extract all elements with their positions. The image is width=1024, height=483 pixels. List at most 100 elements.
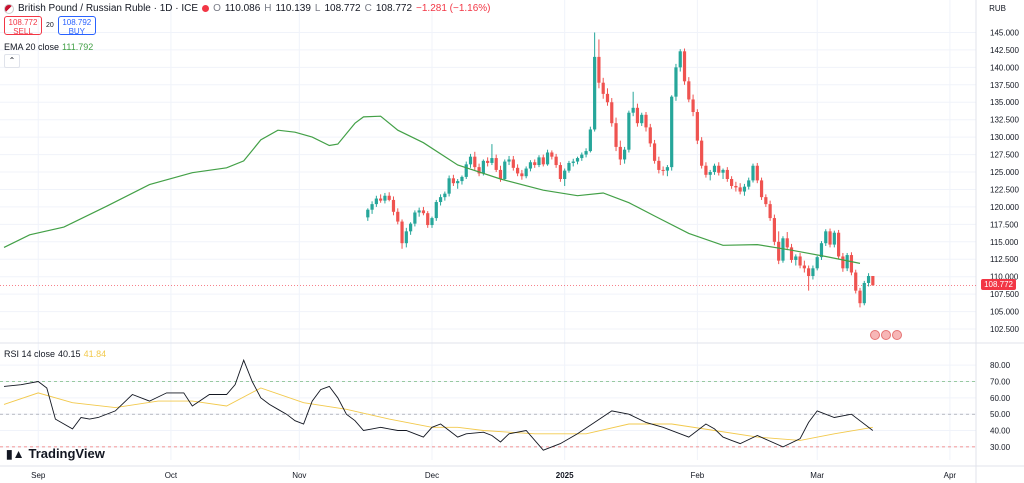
candle-body (593, 56, 597, 130)
y-tick-label: 127.500 (990, 151, 1019, 160)
y-tick-label: 102.500 (990, 325, 1019, 334)
y-tick-label: 132.500 (990, 116, 1019, 125)
candle-body (738, 187, 742, 192)
spread-value: 20 (46, 22, 54, 29)
candle-body (601, 82, 605, 94)
candle-body (785, 238, 789, 248)
candle-body (849, 255, 854, 273)
candle-body (717, 165, 721, 173)
candle-body (802, 265, 806, 269)
candle-body (815, 257, 819, 269)
candle-body (700, 140, 704, 166)
buy-button[interactable]: 108.792 BUY (57, 16, 96, 36)
candles-group (366, 32, 875, 308)
candle-body (528, 162, 533, 169)
sell-button[interactable]: 108.772 SELL (4, 16, 42, 36)
x-tick-label: 2025 (556, 471, 574, 480)
candle-body (734, 185, 738, 188)
candle-body (819, 243, 824, 258)
candle-body (811, 268, 815, 276)
candle-body (708, 172, 712, 175)
candle-body (777, 241, 781, 261)
rsi-y-tick-label: 30.00 (990, 443, 1011, 452)
open-label: O (213, 3, 221, 14)
candle-body (648, 127, 652, 144)
candle-body (537, 157, 541, 166)
y-tick-label: 107.500 (990, 290, 1019, 299)
candle-body (657, 160, 661, 170)
candle-body (558, 165, 562, 179)
candle-body (426, 213, 430, 226)
candle-body (871, 275, 875, 286)
candle-body (391, 199, 396, 212)
rsi-y-tick-label: 80.00 (990, 361, 1011, 370)
event-icon[interactable] (870, 330, 880, 340)
candle-body (511, 159, 515, 168)
collapse-chevron-up-icon[interactable]: ⌃ (4, 54, 20, 68)
candle-body (841, 256, 845, 269)
y-tick-label: 130.000 (990, 133, 1019, 142)
candle-body (524, 168, 528, 177)
candle-body (759, 180, 764, 198)
buy-price: 108.792 (62, 18, 92, 27)
trade-buttons: 108.772 SELL 20 108.792 BUY (4, 16, 96, 36)
candle-body (575, 158, 580, 162)
candle-body (652, 143, 657, 161)
candle-body (798, 256, 802, 266)
candle-body (764, 197, 768, 205)
candle-body (443, 193, 447, 198)
candle-body (730, 179, 734, 186)
candle-body (400, 221, 404, 244)
candle-body (468, 156, 473, 165)
y-tick-label: 105.000 (990, 308, 1019, 317)
rsi-ma-line (3, 387, 873, 441)
rsi-y-tick-label: 50.00 (990, 410, 1011, 419)
candle-body (627, 112, 631, 150)
y-tick-label: 117.500 (990, 220, 1019, 229)
candle-body (370, 204, 374, 210)
rsi-legend[interactable]: RSI 14 close 40.15 41.84 (4, 349, 106, 359)
candle-body (490, 158, 494, 163)
candle-body (387, 195, 391, 200)
candle-body (516, 167, 520, 174)
x-tick-label: Nov (292, 471, 306, 480)
candle-body (481, 160, 485, 174)
close-label: C (364, 3, 372, 14)
symbol-name[interactable]: British Pound / Russian Ruble · 1D · ICE (18, 3, 199, 14)
candle-body (456, 181, 460, 184)
candle-body (477, 167, 481, 174)
candle-body (605, 93, 610, 103)
candle-body (503, 161, 507, 179)
y-tick-label: 122.500 (990, 185, 1019, 194)
candle-body (567, 162, 571, 171)
symbol-header: British Pound / Russian Ruble · 1D · ICE… (4, 3, 491, 14)
candle-body (374, 198, 378, 205)
candle-body (631, 107, 635, 113)
candle-body (691, 99, 695, 113)
candle-body (614, 123, 618, 147)
rsi-line (3, 358, 874, 451)
currency-label[interactable]: RUB (989, 4, 1006, 13)
event-icon[interactable] (892, 330, 902, 340)
close-value: 108.772 (375, 3, 413, 14)
event-icon[interactable] (881, 330, 891, 340)
candle-body (451, 178, 455, 184)
candle-body (789, 247, 794, 260)
high-label: H (264, 3, 272, 14)
candle-body (695, 112, 699, 141)
candle-body (618, 146, 622, 160)
candle-body (447, 178, 451, 194)
candle-body (404, 231, 408, 244)
ema-legend[interactable]: EMA 20 close 111.792 (4, 42, 93, 52)
candle-body (721, 169, 725, 173)
y-tick-label: 137.500 (990, 81, 1019, 90)
flag-icon (4, 3, 14, 14)
y-tick-label: 110.000 (990, 273, 1019, 282)
x-tick-label: Sep (31, 471, 46, 480)
market-status-icon (202, 5, 210, 12)
candle-body (712, 165, 717, 173)
y-tick-label: 120.000 (990, 203, 1019, 212)
candle-body (554, 156, 558, 166)
candle-body (682, 51, 687, 82)
